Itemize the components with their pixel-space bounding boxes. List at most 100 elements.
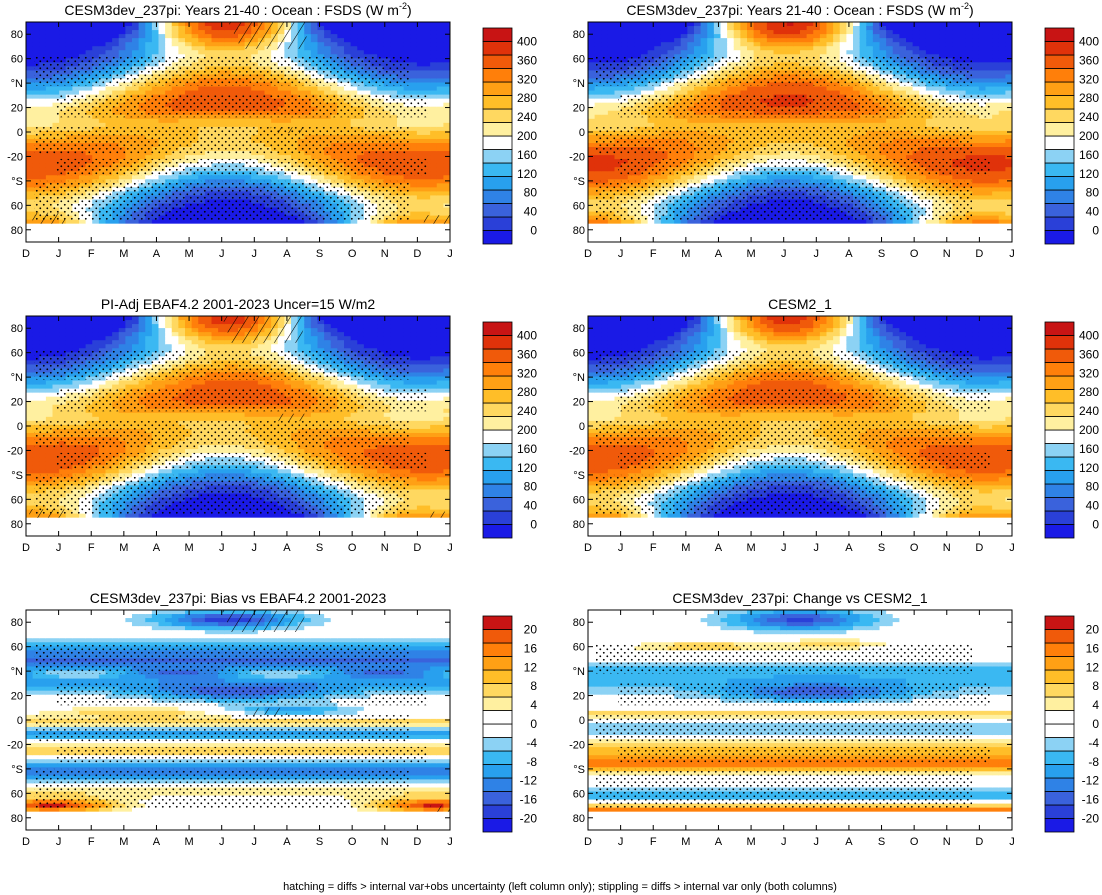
- heatmap-cell: [397, 90, 405, 96]
- heatmap-cell: [753, 34, 761, 39]
- heatmap-cell: [204, 22, 213, 27]
- heatmap-cell: [747, 175, 755, 180]
- heatmap-cell: [634, 118, 642, 124]
- heatmap-cell: [793, 219, 801, 225]
- heatmap-cell: [178, 34, 186, 39]
- heatmap-cell: [694, 219, 702, 225]
- heatmap-cell: [105, 38, 113, 43]
- heatmap-cell: [727, 34, 735, 39]
- heatmap-cell: [674, 155, 682, 160]
- heatmap-cell: [601, 118, 609, 124]
- heatmap-cell: [304, 22, 312, 27]
- heatmap-cell: [26, 195, 34, 201]
- heatmap-cell: [436, 74, 444, 80]
- heatmap-cell: [370, 86, 378, 92]
- heatmap-cell: [310, 175, 319, 180]
- heatmap-cell: [98, 155, 107, 160]
- heatmap-cell: [132, 46, 140, 51]
- heatmap-cell: [32, 94, 40, 100]
- heatmap-cell: [98, 219, 107, 225]
- heatmap-cell: [410, 46, 418, 51]
- chart-title-sup: -2: [399, 1, 407, 11]
- heatmap-cell: [45, 102, 54, 108]
- heatmap-cell: [344, 175, 352, 180]
- heatmap-cell: [218, 118, 226, 124]
- heatmap-cell: [806, 42, 814, 47]
- heatmap-cell: [151, 122, 160, 128]
- heatmap-cell: [747, 50, 755, 55]
- heatmap-cell: [654, 175, 662, 180]
- heatmap-cell: [383, 22, 391, 27]
- heatmap-cell: [747, 34, 755, 39]
- heatmap-cell: [423, 34, 431, 39]
- chart-title-main: CESM3dev_237pi: Years 21-40 : Ocean : FS…: [64, 2, 399, 18]
- heatmap-cell: [720, 22, 728, 27]
- heatmap-cell: [350, 118, 358, 124]
- heatmap-cell: [218, 175, 226, 180]
- heatmap-cell: [436, 167, 444, 172]
- heatmap-cell: [363, 50, 372, 55]
- heatmap-cell: [125, 42, 133, 47]
- heatmap-cell: [588, 159, 596, 164]
- heatmap-cell: [694, 42, 702, 47]
- heatmap-cell: [720, 219, 728, 225]
- heatmap-cell: [416, 74, 425, 80]
- heatmap-cell: [674, 46, 682, 51]
- heatmap-cell: [264, 219, 272, 225]
- heatmap-cell: [158, 38, 166, 43]
- heatmap-cell: [65, 175, 73, 180]
- heatmap-cell: [647, 30, 655, 35]
- heatmap-cell: [800, 42, 808, 47]
- heatmap-cell: [436, 46, 444, 51]
- heatmap-cell: [607, 175, 616, 180]
- heatmap-cell: [118, 50, 126, 55]
- heatmap-cell: [607, 30, 616, 35]
- heatmap-cell: [45, 50, 54, 55]
- heatmap-cell: [198, 46, 206, 51]
- heatmap-cell: [118, 122, 126, 128]
- heatmap-cell: [410, 138, 418, 144]
- heatmap-cell: [780, 50, 788, 55]
- hatch-region: [32, 212, 66, 224]
- heatmap-cell: [588, 195, 596, 201]
- heatmap-cell: [231, 38, 239, 43]
- heatmap-cell: [39, 34, 47, 39]
- heatmap-cell: [443, 42, 450, 47]
- heatmap-cell: [324, 46, 332, 51]
- heatmap-cell: [178, 46, 186, 51]
- heatmap-cell: [390, 22, 398, 27]
- heatmap-cell: [218, 90, 226, 96]
- heatmap-cell: [733, 155, 741, 160]
- heatmap-cell: [337, 34, 345, 39]
- heatmap-cell: [747, 122, 755, 128]
- heatmap-cell: [410, 30, 418, 35]
- heatmap-cell: [390, 42, 398, 47]
- heatmap-cell: [45, 110, 54, 116]
- heatmap-cell: [740, 34, 748, 39]
- heatmap-cell: [443, 102, 450, 108]
- heatmap-cell: [423, 122, 431, 128]
- heatmap-cell: [634, 46, 642, 51]
- heatmap-cell: [700, 22, 708, 27]
- heatmap-cell: [727, 22, 735, 27]
- heatmap-cell: [211, 86, 219, 92]
- heatmap-cell: [601, 22, 609, 27]
- heatmap-cell: [211, 30, 219, 35]
- heatmap-cell: [410, 54, 418, 59]
- heatmap-cell: [607, 34, 616, 39]
- heatmap-cell: [145, 155, 153, 160]
- heatmap-cell: [45, 98, 54, 104]
- heatmap-cell: [594, 159, 602, 164]
- heatmap-cell: [588, 42, 596, 47]
- heatmap-cell: [793, 46, 801, 51]
- heatmap-cell: [607, 106, 616, 112]
- heatmap-cell: [588, 147, 596, 152]
- heatmap-cell: [647, 219, 655, 225]
- heatmap-cell: [443, 207, 450, 213]
- heatmap-cell: [191, 86, 199, 92]
- heatmap-cell: [430, 110, 438, 116]
- heatmap-cell: [171, 50, 179, 55]
- heatmap-cell: [773, 219, 781, 225]
- x-tick-label: J: [252, 248, 258, 260]
- heatmap-cell: [766, 38, 775, 43]
